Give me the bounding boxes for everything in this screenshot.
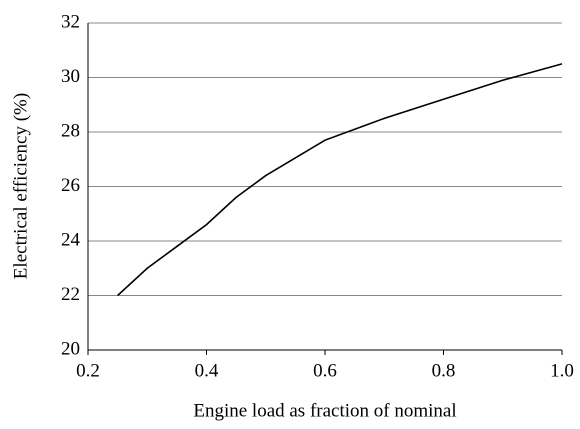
y-tick-label: 30 (61, 66, 80, 87)
y-axis-title: Electrical efficiency (%) (10, 93, 31, 279)
y-tick-label: 32 (61, 11, 80, 32)
x-tick-label: 0.6 (313, 360, 337, 381)
y-tick-label: 28 (61, 120, 80, 141)
x-tick-label: 0.2 (76, 360, 100, 381)
line-series (117, 63, 563, 297)
x-tick-label: 1.0 (550, 360, 574, 381)
x-tick-label: 0.4 (195, 360, 219, 381)
y-tick-label: 24 (61, 229, 81, 250)
y-tick-label: 22 (61, 284, 80, 305)
x-tick-label: 0.8 (432, 360, 456, 381)
y-tick-label: 26 (61, 175, 80, 196)
y-tick-label: 20 (61, 338, 80, 359)
x-axis-title: Engine load as fraction of nominal (193, 400, 456, 421)
